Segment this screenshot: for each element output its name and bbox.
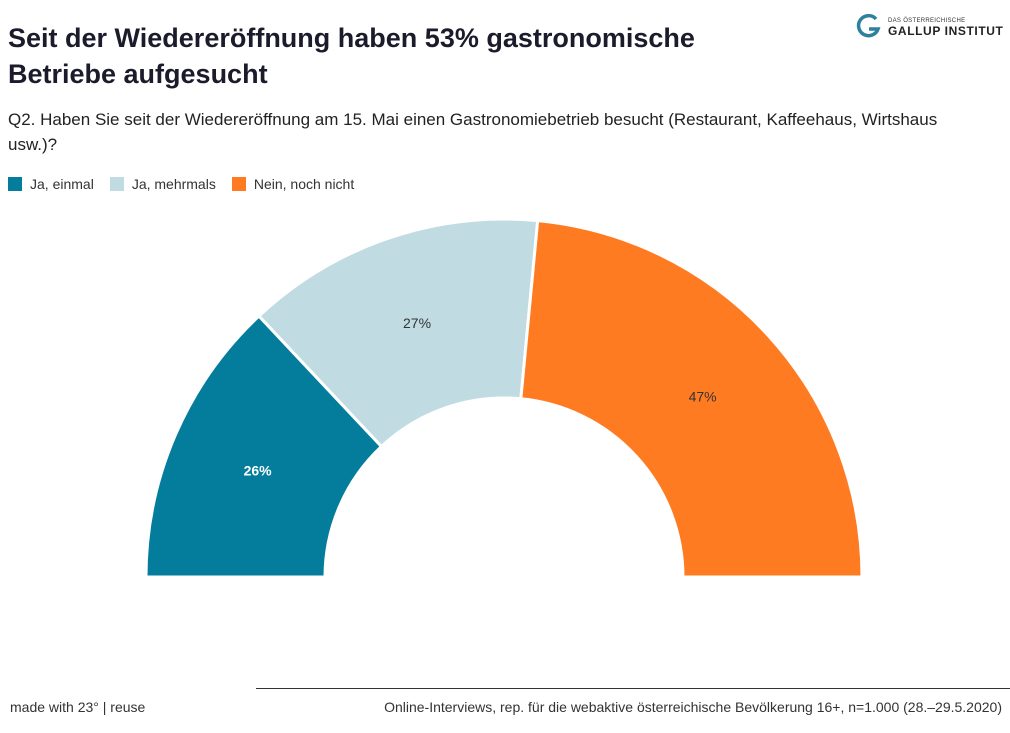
legend-swatch [231, 177, 246, 191]
chart-legend: Ja, einmal Ja, mehrmals Nein, noch nicht [8, 176, 370, 192]
logo-small-text: DAS ÖSTERREICHISCHE [888, 17, 966, 24]
legend-item-nein-noch-nicht[interactable]: Nein, noch nicht [231, 176, 355, 192]
footer-divider [256, 688, 1010, 689]
chart-title: Seit der Wiedereröffnung haben 53% gastr… [8, 23, 695, 89]
gallup-logo[interactable]: DAS ÖSTERREICHISCHE GALLUP INSTITUT [856, 14, 1003, 40]
donut-slice-nein-noch-nicht[interactable] [519, 218, 864, 579]
legend-label: Nein, noch nicht [253, 176, 355, 192]
legend-label: Ja, einmal [30, 176, 94, 192]
footer-source: Online-Interviews, rep. für die webaktiv… [384, 699, 1002, 715]
legend-label: Ja, mehrmals [131, 176, 216, 192]
footer-credit[interactable]: made with 23° | reuse [10, 699, 146, 715]
legend-item-ja-mehrmals[interactable]: Ja, mehrmals [109, 176, 216, 192]
donut-slice-ja-einmal[interactable] [144, 313, 384, 579]
legend-swatch [8, 177, 22, 191]
gallup-logo-icon [856, 14, 881, 38]
slice-value-label: 47% [689, 388, 717, 404]
slice-value-label: 26% [244, 462, 273, 478]
logo-big-text: GALLUP INSTITUT [888, 23, 1004, 38]
legend-item-ja-einmal[interactable]: Ja, einmal [8, 176, 94, 192]
legend-swatch [109, 177, 124, 191]
donut-slice-ja-mehrmals[interactable] [256, 217, 540, 449]
slice-value-label: 27% [403, 315, 431, 331]
chart-subtitle: Q2. Haben Sie seit der Wiedereröffnung a… [8, 110, 938, 154]
